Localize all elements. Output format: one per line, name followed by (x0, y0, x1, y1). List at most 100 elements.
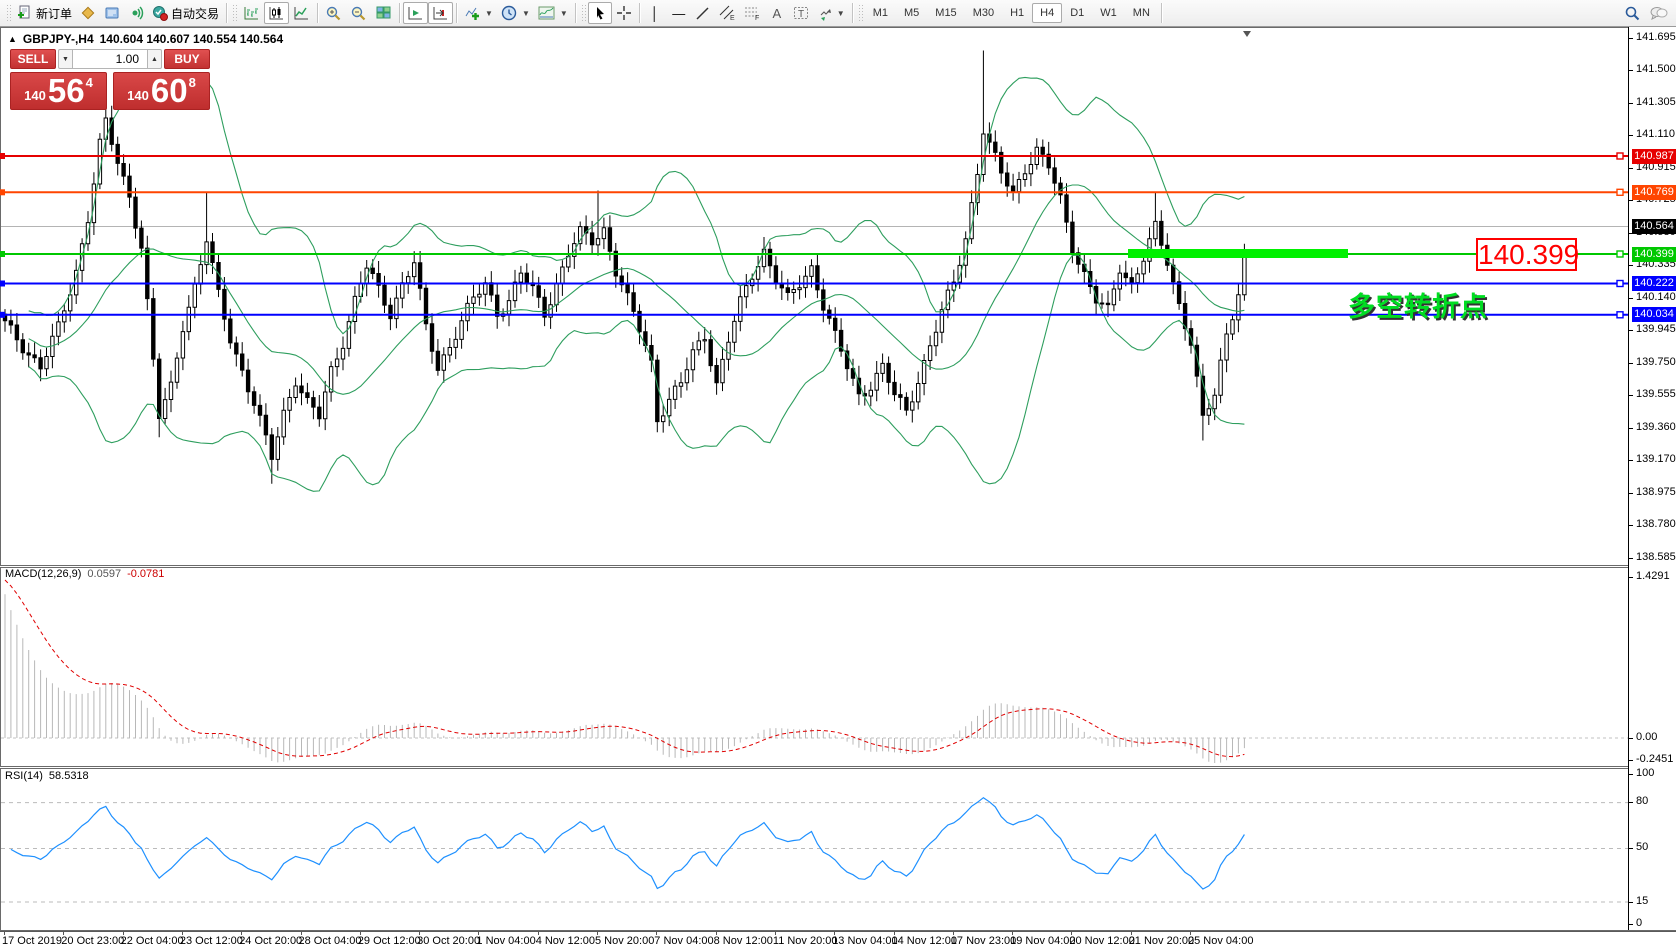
price-axis[interactable]: 141.695 141.500 141.305 141.110 140.915 140.7… (1629, 27, 1676, 930)
timeframe-m1[interactable]: M1 (872, 7, 888, 19)
tile-windows-button[interactable] (371, 2, 396, 24)
periods-button[interactable]: ▼ (497, 2, 534, 24)
macd-name: MACD(12,26,9) (5, 568, 82, 580)
horizontal-line-button[interactable]: — (667, 2, 691, 24)
price-tick: 140.140 (1636, 291, 1676, 303)
templates-button[interactable]: ▼ (534, 2, 572, 24)
bar-chart-icon (244, 7, 259, 20)
time-tick (537, 932, 539, 935)
indicators-caret[interactable]: ▼ (485, 8, 493, 18)
styler-button[interactable] (76, 2, 100, 24)
rsi-tick-tick (1629, 802, 1633, 803)
fibonacci-button[interactable]: F (740, 2, 765, 24)
zoom-in-button[interactable] (321, 2, 346, 24)
timeframe-m15[interactable]: M15 (935, 7, 957, 19)
time-tick (715, 932, 717, 935)
new-order-button[interactable]: 新订单 (13, 2, 76, 24)
arrows-button[interactable]: ▼ (814, 2, 849, 24)
arrows-caret[interactable]: ▼ (836, 8, 845, 18)
time-axis[interactable]: 17 Oct 2019 20 Oct 23:00 22 Oct 04:00 23 Oc… (0, 931, 1676, 948)
time-tick (478, 932, 480, 935)
time-tick (181, 932, 183, 935)
chat-button[interactable] (1645, 2, 1672, 24)
text-label-button[interactable]: T (789, 2, 814, 24)
chart-symbol-period: GBPJPY-,H4 (22, 32, 94, 46)
price-tick: 141.500 (1636, 63, 1676, 75)
sell-price-sup: 4 (85, 75, 93, 90)
equidistant-channel-button[interactable]: E (715, 2, 740, 24)
cursor-button[interactable] (587, 2, 612, 24)
price-tick-tick (1629, 135, 1633, 136)
time-label: 19 Nov 04:00 (1010, 935, 1076, 947)
text-button[interactable]: A (765, 2, 789, 24)
panel-collapse-arrow[interactable]: ▲ (8, 34, 17, 44)
time-label: 20 Oct 23:00 (61, 935, 125, 947)
signal-button[interactable] (124, 2, 148, 24)
sell-price-button[interactable]: 140 56 4 (10, 72, 107, 110)
timeframe-w1[interactable]: W1 (1100, 7, 1117, 19)
time-tick (893, 932, 895, 935)
indicators-button[interactable]: ▼ (460, 2, 497, 24)
time-tick (1012, 932, 1014, 935)
level-line-anchor (1616, 188, 1624, 197)
time-tick (656, 932, 658, 935)
time-tick (63, 932, 65, 935)
timeframe-h1[interactable]: H1 (1010, 7, 1025, 19)
candlestick-chart-button[interactable] (264, 2, 290, 24)
price-tick: 139.360 (1636, 421, 1676, 433)
price-tick-tick (1629, 460, 1633, 461)
equidistant-channel-icon: E (719, 5, 735, 21)
profile-button[interactable] (100, 2, 124, 24)
trendline-button[interactable] (691, 2, 715, 24)
level-line-anchor (1616, 250, 1624, 258)
timeframe-mn[interactable]: MN (1132, 7, 1150, 19)
price-callout-box: 140.399 (1476, 238, 1580, 271)
search-button[interactable] (1620, 2, 1645, 24)
line-chart-button[interactable] (289, 2, 314, 24)
time-label: 28 Oct 04:00 (298, 935, 362, 947)
rsi-tick-tick (1629, 902, 1633, 903)
volume-input[interactable] (73, 49, 147, 69)
timeframe-d1[interactable]: D1 (1070, 7, 1085, 19)
autotrading-button[interactable]: 自动交易 (148, 2, 223, 24)
sell-button[interactable]: SELL (10, 49, 56, 69)
macd-tick: -0.2451 (1636, 753, 1674, 765)
new-order-label: 新订单 (36, 6, 73, 21)
buy-price-button[interactable]: 140 60 8 (113, 72, 210, 110)
new-order-icon (18, 5, 30, 19)
price-tick: 139.170 (1636, 453, 1676, 465)
rsi-value: 58.5318 (48, 770, 89, 782)
sell-price-main: 56 (47, 72, 85, 109)
volume-up-button[interactable]: ▲ (147, 49, 162, 69)
zoom-out-button[interactable] (346, 2, 371, 24)
auto-scroll-button[interactable] (403, 2, 429, 24)
autotrading-label: 自动交易 (171, 6, 220, 21)
macd-tick-tick (1629, 760, 1633, 761)
crosshair-button[interactable] (612, 2, 636, 24)
auto-scroll-icon (408, 7, 423, 20)
timeframe-m30[interactable]: M30 (972, 7, 995, 19)
rsi-label-line: RSI(14) 58.5318 (5, 770, 89, 782)
timeframe-m5[interactable]: M5 (904, 7, 920, 19)
bull-candles (44, 117, 1247, 460)
one-click-trading-panel: SELL ▼ ▲ BUY 140 56 4 140 60 8 (10, 49, 210, 110)
bar-chart-button[interactable] (239, 2, 264, 24)
periods-caret[interactable]: ▼ (521, 8, 530, 18)
chart-shift-button[interactable] (428, 2, 454, 24)
time-tick (834, 932, 836, 935)
price-tick-tick (1629, 525, 1633, 526)
indicators-icon (465, 7, 480, 20)
time-label: 20 Nov 12:00 (1069, 935, 1135, 947)
templates-caret[interactable]: ▼ (559, 8, 568, 18)
level-line-anchor (1616, 279, 1624, 288)
vertical-line-button[interactable]: │ (643, 2, 667, 24)
time-label: 22 Oct 04:00 (120, 935, 184, 947)
level-line-anchor (1616, 152, 1624, 160)
rsi-tick: 15 (1636, 895, 1649, 907)
time-label: 4 Nov 12:00 (535, 935, 596, 947)
timeframe-h4[interactable]: H4 (1032, 3, 1063, 23)
level-badge-140.987: 140.987 (1632, 149, 1676, 164)
price-tick-tick (1629, 298, 1633, 299)
buy-button[interactable]: BUY (164, 49, 210, 69)
volume-down-button[interactable]: ▼ (58, 49, 73, 69)
